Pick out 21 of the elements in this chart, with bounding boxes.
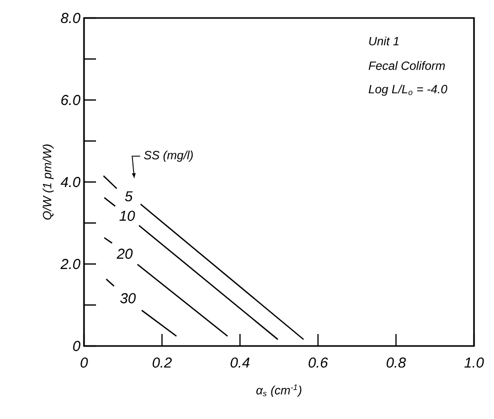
annotation: Log L/L$_{o}$ = -4.0 [368, 84, 448, 96]
annotation: Fecal Coliform [368, 61, 445, 70]
x-tick-label: 0 [80, 358, 88, 368]
y-tick-label: 2.0 [60, 258, 80, 270]
y-tick-label: 0 [73, 340, 80, 352]
annotation: Unit 1 [369, 36, 399, 46]
series-label: 5 [124, 191, 133, 202]
x-tick-label: 0.2 [152, 358, 172, 368]
x-tick-label: 0.6 [308, 358, 328, 368]
x-tick-label: 0.8 [386, 358, 406, 368]
y-axis-title: Q/W (1 pm/W) [42, 144, 54, 220]
y-tick-label: 4.0 [60, 176, 80, 188]
x-axis-title: α$_{s}$ (cm$^{-1}$) [256, 384, 302, 397]
y-tick-label: 6.0 [61, 94, 80, 106]
annotation: SS (mg/l) [144, 150, 193, 162]
series-label: 20 [116, 248, 133, 259]
x-tick-label: 1.0 [464, 358, 484, 368]
y-tick-label: 8.0 [60, 12, 80, 24]
legend-label: 10 [119, 210, 135, 221]
x-tick-label: 0.4 [230, 358, 250, 368]
legend-label: 30 [120, 293, 136, 304]
